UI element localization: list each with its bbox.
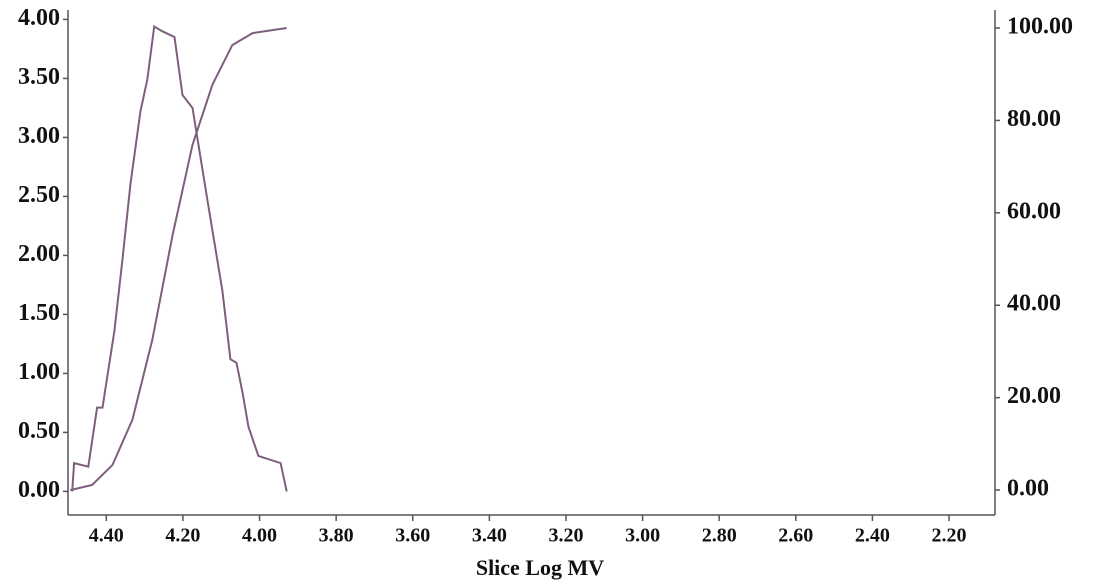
y-tick-label: 2.00 bbox=[18, 241, 60, 267]
y-tick-label: 0.50 bbox=[18, 418, 60, 444]
y-tick-label: 0.00 bbox=[18, 477, 60, 503]
y2-tick-label: 100.00 bbox=[1007, 14, 1073, 40]
y-tick-label: 2.50 bbox=[18, 182, 60, 208]
y2-tick-label: 80.00 bbox=[1007, 106, 1061, 132]
y2-tick-label: 0.00 bbox=[1007, 476, 1049, 502]
x-tick-label: 3.00 bbox=[625, 525, 660, 547]
x-axis-label: Slice Log MV bbox=[476, 555, 604, 580]
series-line bbox=[71, 24, 288, 492]
y-tick-label: 1.00 bbox=[18, 359, 60, 385]
series-line bbox=[70, 27, 287, 492]
x-tick-label: 3.40 bbox=[472, 525, 507, 547]
x-tick-label: 4.00 bbox=[242, 525, 277, 547]
x-tick-label: 2.60 bbox=[778, 525, 813, 547]
y-tick-label: 4.00 bbox=[18, 5, 60, 31]
y2-tick-label: 20.00 bbox=[1007, 383, 1061, 409]
y2-tick-label: 40.00 bbox=[1007, 291, 1061, 317]
x-tick-label: 3.60 bbox=[395, 525, 430, 547]
y-tick-label: 1.50 bbox=[18, 300, 60, 326]
x-tick-label: 4.40 bbox=[89, 525, 124, 547]
x-tick-label: 2.40 bbox=[855, 525, 890, 547]
y-tick-label: 3.50 bbox=[18, 64, 60, 90]
x-tick-label: 2.20 bbox=[932, 525, 967, 547]
y-tick-label: 3.00 bbox=[18, 123, 60, 149]
x-tick-label: 3.80 bbox=[319, 525, 354, 547]
x-tick-label: 3.20 bbox=[548, 525, 583, 547]
x-tick-label: 4.20 bbox=[165, 525, 200, 547]
y2-tick-label: 60.00 bbox=[1007, 198, 1061, 224]
x-tick-label: 2.80 bbox=[702, 525, 737, 547]
